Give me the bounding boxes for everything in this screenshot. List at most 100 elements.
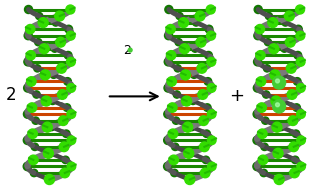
Circle shape — [199, 116, 208, 125]
Circle shape — [172, 117, 180, 124]
Circle shape — [164, 84, 172, 92]
Circle shape — [189, 98, 197, 105]
Circle shape — [48, 124, 55, 131]
Circle shape — [23, 136, 32, 144]
Circle shape — [67, 110, 76, 119]
Circle shape — [254, 58, 262, 66]
Circle shape — [168, 129, 178, 139]
Circle shape — [206, 5, 215, 14]
Circle shape — [189, 124, 196, 131]
Circle shape — [270, 70, 280, 80]
Circle shape — [57, 90, 67, 99]
Circle shape — [290, 168, 299, 178]
Circle shape — [264, 39, 271, 46]
Circle shape — [64, 51, 72, 59]
Circle shape — [32, 117, 39, 124]
Circle shape — [207, 110, 216, 119]
Circle shape — [273, 76, 286, 89]
Circle shape — [67, 84, 76, 92]
Circle shape — [273, 100, 286, 113]
Circle shape — [272, 122, 282, 132]
Circle shape — [260, 169, 267, 177]
Circle shape — [31, 143, 39, 150]
Circle shape — [268, 18, 278, 28]
Circle shape — [281, 45, 288, 52]
Circle shape — [36, 12, 43, 20]
Text: +: + — [229, 87, 244, 105]
Circle shape — [288, 116, 298, 125]
Circle shape — [293, 78, 301, 85]
Circle shape — [200, 142, 209, 152]
Circle shape — [24, 32, 32, 40]
Circle shape — [59, 142, 69, 152]
Circle shape — [286, 37, 295, 47]
Circle shape — [66, 5, 75, 14]
Circle shape — [277, 150, 284, 157]
Circle shape — [203, 130, 211, 137]
Circle shape — [296, 57, 305, 66]
Circle shape — [57, 64, 66, 73]
Circle shape — [50, 71, 57, 78]
Circle shape — [205, 25, 213, 33]
Circle shape — [273, 148, 283, 158]
Circle shape — [276, 176, 283, 183]
Circle shape — [27, 77, 36, 86]
Circle shape — [183, 122, 193, 132]
Circle shape — [286, 64, 296, 73]
Circle shape — [196, 37, 206, 47]
Circle shape — [164, 58, 172, 66]
Circle shape — [67, 162, 76, 171]
Circle shape — [166, 25, 175, 34]
Circle shape — [38, 18, 48, 28]
Circle shape — [294, 25, 302, 33]
Circle shape — [276, 103, 279, 107]
Circle shape — [24, 84, 32, 92]
Circle shape — [28, 129, 37, 139]
Circle shape — [63, 104, 71, 111]
Circle shape — [51, 45, 58, 52]
Circle shape — [204, 104, 211, 111]
Circle shape — [193, 19, 200, 26]
Circle shape — [47, 150, 54, 157]
Circle shape — [202, 156, 210, 164]
Circle shape — [200, 168, 210, 178]
Circle shape — [49, 98, 56, 105]
Circle shape — [285, 11, 294, 21]
Circle shape — [164, 136, 172, 144]
Circle shape — [292, 130, 300, 137]
Circle shape — [171, 169, 178, 177]
Circle shape — [23, 162, 32, 171]
Circle shape — [35, 39, 42, 46]
Circle shape — [258, 155, 268, 165]
Circle shape — [60, 168, 70, 178]
Circle shape — [195, 11, 205, 21]
Circle shape — [43, 148, 53, 158]
Circle shape — [56, 37, 65, 47]
Circle shape — [128, 48, 132, 52]
Circle shape — [256, 77, 266, 86]
Circle shape — [30, 169, 38, 177]
Circle shape — [24, 58, 32, 66]
Circle shape — [26, 51, 35, 60]
Circle shape — [184, 148, 194, 158]
Circle shape — [182, 96, 192, 106]
Circle shape — [186, 176, 193, 183]
Circle shape — [297, 110, 305, 119]
Circle shape — [63, 130, 70, 137]
Circle shape — [165, 5, 173, 14]
Circle shape — [42, 122, 52, 132]
Circle shape — [198, 90, 208, 99]
Circle shape — [185, 174, 195, 184]
Circle shape — [261, 143, 268, 150]
Circle shape — [271, 96, 281, 106]
Circle shape — [296, 5, 305, 14]
Circle shape — [253, 84, 262, 92]
Circle shape — [257, 129, 267, 139]
Circle shape — [289, 142, 299, 152]
Circle shape — [278, 124, 285, 131]
Circle shape — [67, 136, 76, 145]
Circle shape — [279, 98, 286, 105]
Circle shape — [297, 136, 305, 145]
Circle shape — [287, 90, 297, 99]
Circle shape — [46, 176, 53, 183]
